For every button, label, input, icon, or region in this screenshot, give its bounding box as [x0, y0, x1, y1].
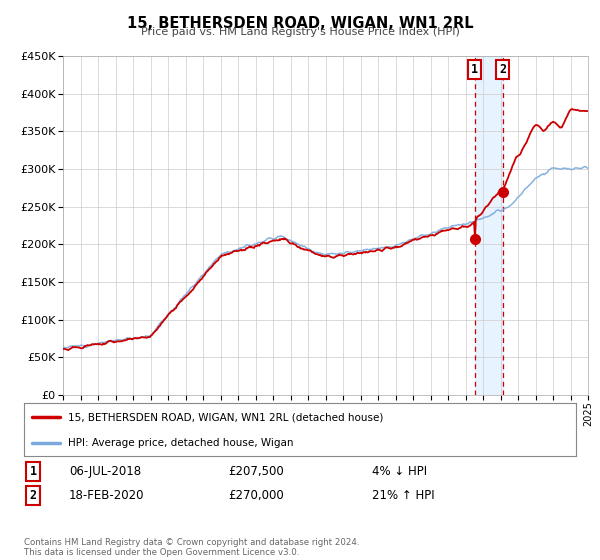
Text: 4% ↓ HPI: 4% ↓ HPI	[372, 465, 427, 478]
Text: Contains HM Land Registry data © Crown copyright and database right 2024.
This d: Contains HM Land Registry data © Crown c…	[24, 538, 359, 557]
Text: £270,000: £270,000	[228, 489, 284, 502]
Text: 06-JUL-2018: 06-JUL-2018	[69, 465, 141, 478]
Text: HPI: Average price, detached house, Wigan: HPI: Average price, detached house, Wiga…	[68, 437, 293, 447]
Text: 18-FEB-2020: 18-FEB-2020	[69, 489, 145, 502]
Bar	[475, 56, 503, 395]
Text: 15, BETHERSDEN ROAD, WIGAN, WN1 2RL (detached house): 15, BETHERSDEN ROAD, WIGAN, WN1 2RL (det…	[68, 412, 383, 422]
Text: £207,500: £207,500	[228, 465, 284, 478]
Text: 15, BETHERSDEN ROAD, WIGAN, WN1 2RL: 15, BETHERSDEN ROAD, WIGAN, WN1 2RL	[127, 16, 473, 31]
Text: 21% ↑ HPI: 21% ↑ HPI	[372, 489, 434, 502]
Text: Price paid vs. HM Land Registry's House Price Index (HPI): Price paid vs. HM Land Registry's House …	[140, 27, 460, 37]
Text: 1: 1	[29, 465, 37, 478]
Text: 1: 1	[471, 63, 478, 76]
Text: 2: 2	[499, 63, 506, 76]
Text: 2: 2	[29, 489, 37, 502]
